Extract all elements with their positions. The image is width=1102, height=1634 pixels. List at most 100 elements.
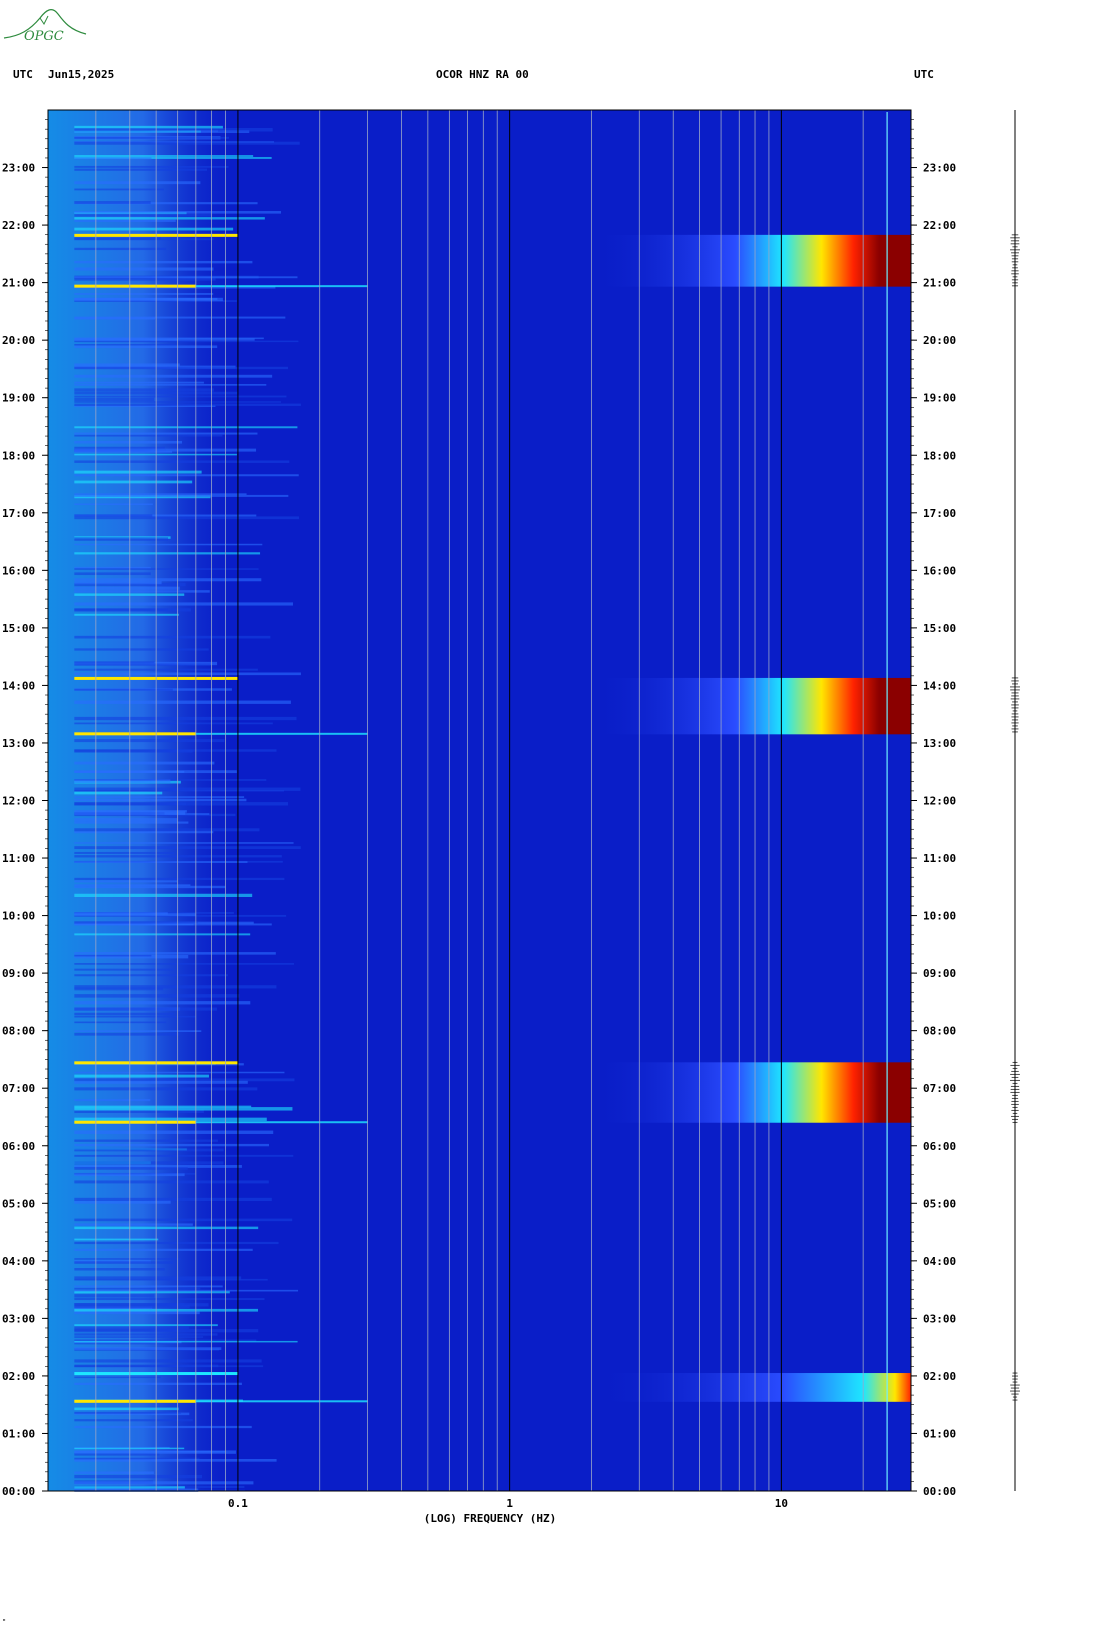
noise-streak	[74, 1012, 174, 1016]
noise-streak	[74, 1481, 254, 1485]
noise-streak	[74, 480, 193, 484]
noise-streak	[74, 779, 171, 783]
noise-streak	[74, 586, 180, 590]
noise-streak	[74, 1285, 223, 1288]
noise-streak	[74, 933, 251, 936]
noise-streak	[74, 1453, 160, 1456]
noise-streak	[74, 1333, 218, 1336]
noise-streak	[74, 722, 273, 725]
event-onset-line	[195, 285, 368, 288]
noise-streak	[74, 388, 214, 392]
noise-streak	[74, 297, 223, 302]
noise-streak	[74, 893, 253, 897]
noise-streak	[74, 700, 291, 704]
noise-streak	[74, 952, 276, 955]
y-tick-label-left: 03:00	[2, 1312, 35, 1325]
noise-streak	[74, 403, 301, 406]
noise-streak	[74, 635, 271, 639]
noise-streak	[74, 1291, 230, 1294]
noise-streak	[74, 716, 297, 721]
noise-streak	[74, 337, 264, 340]
noise-streak	[74, 432, 258, 435]
noise-streak	[74, 1447, 185, 1450]
noise-streak	[74, 663, 211, 666]
noise-streak	[74, 202, 258, 205]
y-tick-label-right: 16:00	[923, 564, 956, 577]
y-tick-label-right: 06:00	[923, 1140, 956, 1153]
noise-streak	[74, 219, 176, 222]
noise-streak	[74, 1143, 270, 1147]
y-tick-label-left: 07:00	[2, 1082, 35, 1095]
y-tick-label-left: 09:00	[2, 967, 35, 980]
noise-streak	[74, 861, 248, 863]
noise-streak	[74, 1001, 251, 1005]
noise-streak	[74, 238, 214, 241]
y-tick-label-left: 05:00	[2, 1197, 35, 1210]
y-tick-label-right: 19:00	[923, 392, 956, 405]
noise-streak	[74, 1278, 268, 1281]
noise-streak	[74, 1298, 265, 1301]
noise-streak	[74, 156, 272, 159]
noise-streak	[74, 884, 191, 887]
noise-streak	[74, 770, 185, 773]
y-tick-label-right: 11:00	[923, 852, 956, 865]
y-tick-label-right: 23:00	[923, 162, 956, 175]
noise-streak	[74, 1078, 295, 1082]
noise-streak	[74, 1080, 248, 1084]
event-band	[591, 234, 911, 287]
noise-streak	[74, 514, 153, 517]
noise-streak	[74, 470, 202, 474]
noise-streak	[74, 1474, 202, 1479]
y-tick-label-left: 02:00	[2, 1370, 35, 1383]
noise-streak	[74, 340, 299, 343]
noise-streak	[74, 448, 257, 452]
y-tick-label-left: 06:00	[2, 1140, 35, 1153]
noise-streak	[74, 791, 163, 795]
noise-streak	[74, 381, 204, 384]
noise-streak	[74, 1107, 293, 1111]
noise-streak	[74, 1287, 201, 1290]
noise-streak	[74, 1347, 222, 1350]
noise-streak	[74, 1304, 190, 1309]
noise-streak	[74, 1342, 175, 1345]
x-tick-label: 1	[506, 1497, 513, 1510]
noise-streak	[74, 923, 272, 926]
noise-streak	[74, 1457, 200, 1461]
y-tick-label-right: 18:00	[923, 449, 956, 462]
noise-streak	[74, 974, 228, 977]
noise-streak	[74, 954, 189, 959]
noise-streak	[74, 578, 262, 582]
noise-streak	[74, 821, 189, 824]
noise-streak	[74, 474, 299, 477]
noise-streak	[74, 761, 215, 765]
y-tick-label-left: 21:00	[2, 277, 35, 290]
noise-streak	[74, 155, 254, 157]
noise-streak	[74, 201, 151, 204]
noise-streak	[74, 363, 180, 367]
noise-streak	[74, 276, 298, 279]
noise-streak	[74, 1248, 253, 1251]
event-onset-line	[195, 732, 368, 735]
y-tick-label-left: 14:00	[2, 679, 35, 692]
event-band	[591, 1062, 911, 1123]
y-tick-label-right: 09:00	[923, 967, 956, 980]
noise-streak	[74, 1200, 171, 1204]
noise-streak	[74, 1197, 272, 1202]
noise-streak	[74, 1030, 202, 1033]
noise-streak	[74, 1161, 224, 1165]
noise-streak	[74, 217, 265, 220]
noise-streak	[74, 1021, 167, 1024]
y-tick-label-left: 23:00	[2, 162, 35, 175]
noise-streak	[74, 514, 257, 517]
noise-streak	[74, 830, 214, 834]
noise-streak	[74, 537, 168, 541]
noise-streak	[74, 1411, 181, 1414]
y-tick-label-right: 07:00	[923, 1082, 956, 1095]
noise-streak	[74, 1365, 264, 1368]
noise-streak	[74, 397, 155, 402]
noise-streak	[74, 1268, 165, 1271]
noise-streak	[74, 954, 152, 957]
noise-streak	[74, 813, 210, 815]
x-tick-label: 0.1	[228, 1497, 248, 1510]
noise-streak	[74, 810, 187, 813]
